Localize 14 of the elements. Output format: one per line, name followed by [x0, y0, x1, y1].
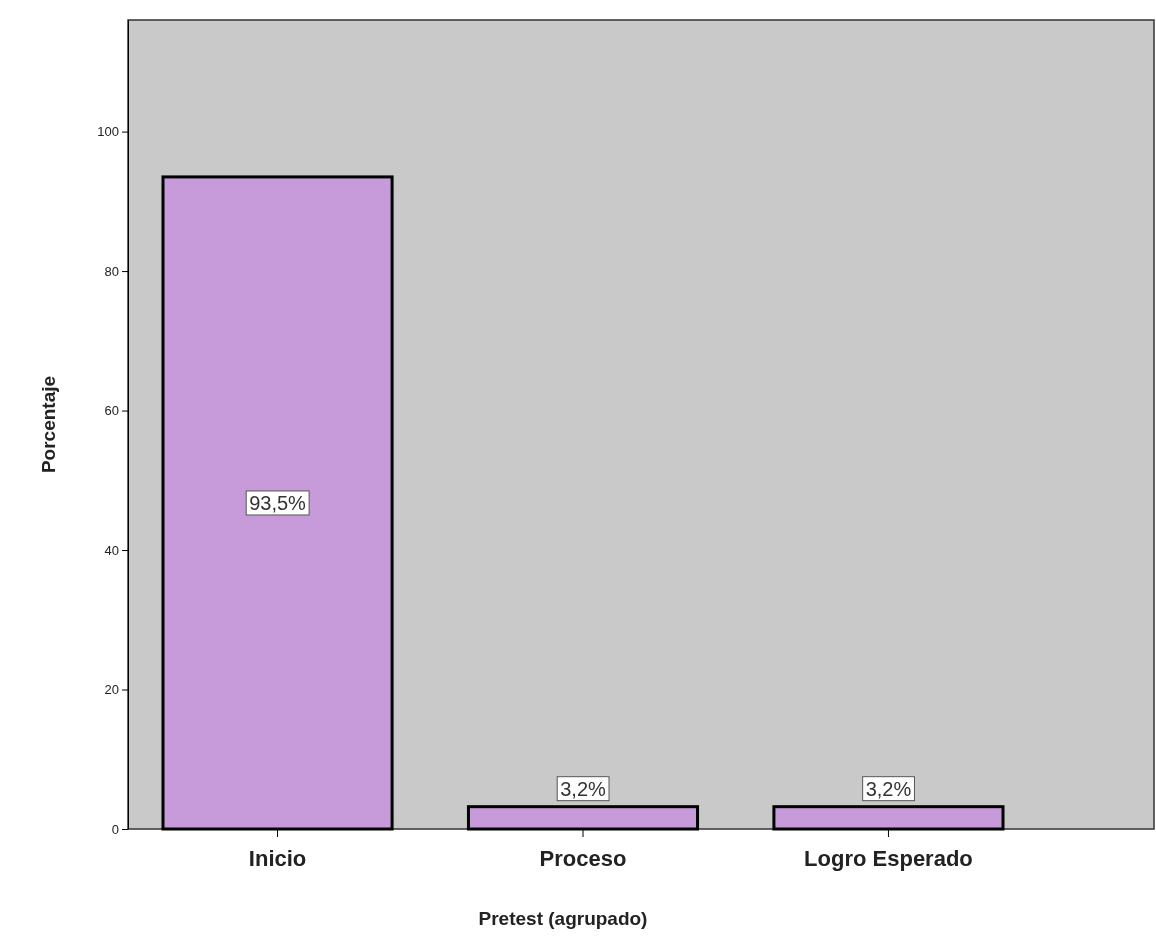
- y-tick-label: 20: [104, 682, 119, 698]
- y-axis-title: Porcentaje: [38, 375, 59, 474]
- x-axis-title: Pretest (agrupado): [478, 908, 648, 929]
- y-tick-label: 40: [104, 542, 119, 558]
- x-tick-label: Inicio: [248, 846, 307, 872]
- data-label: 93,5%: [249, 491, 307, 514]
- y-tick-label: 60: [104, 403, 119, 419]
- x-tick-label: Logro Esperado: [804, 846, 973, 872]
- y-tick-label: 80: [104, 263, 119, 279]
- y-tick-label: 0: [111, 821, 119, 837]
- data-label: 3,2%: [560, 777, 607, 800]
- y-tick-label: 100: [97, 124, 119, 140]
- data-label: 3,2%: [865, 777, 912, 800]
- x-tick-label: Proceso: [539, 846, 627, 872]
